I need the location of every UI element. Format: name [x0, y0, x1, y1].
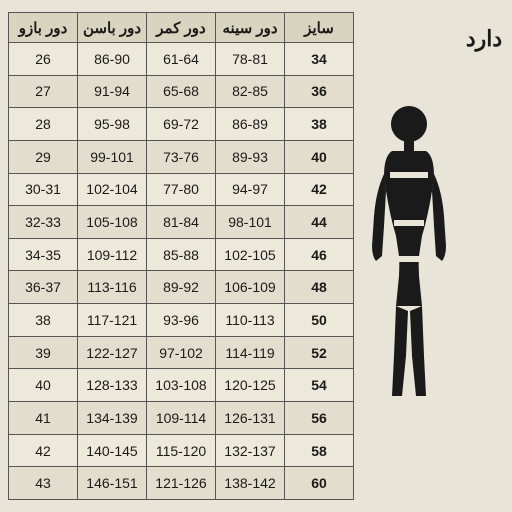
table-cell: 42 — [285, 173, 354, 206]
table-cell: 29 — [9, 140, 78, 173]
table-cell: 40 — [9, 369, 78, 402]
table-cell: 40 — [285, 140, 354, 173]
table-row: 4089-9373-7699-10129 — [9, 140, 354, 173]
table-cell: 98-101 — [216, 206, 285, 239]
table-cell: 140-145 — [78, 434, 147, 467]
table-cell: 50 — [285, 304, 354, 337]
table-cell: 114-119 — [216, 336, 285, 369]
size-table-area: سایزدور سینهدور کمردور باسندور بازو 3478… — [8, 12, 354, 500]
table-cell: 44 — [285, 206, 354, 239]
table-cell: 95-98 — [78, 108, 147, 141]
table-cell: 60 — [285, 467, 354, 500]
side-label-text: دارد — [466, 26, 502, 52]
table-cell: 109-114 — [147, 402, 216, 435]
table-cell: 39 — [9, 336, 78, 369]
table-cell: 126-131 — [216, 402, 285, 435]
table-cell: 97-102 — [147, 336, 216, 369]
table-cell: 58 — [285, 434, 354, 467]
table-header-row: سایزدور سینهدور کمردور باسندور بازو — [9, 13, 354, 43]
table-row: 50110-11393-96117-12138 — [9, 304, 354, 337]
table-cell: 115-120 — [147, 434, 216, 467]
table-cell: 89-93 — [216, 140, 285, 173]
table-body: 3478-8161-6486-90263682-8565-6891-942738… — [9, 43, 354, 500]
column-header: دور کمر — [147, 13, 216, 43]
table-row: 3886-8969-7295-9828 — [9, 108, 354, 141]
table-cell: 91-94 — [78, 75, 147, 108]
table-cell: 34 — [285, 43, 354, 76]
column-header: دور سینه — [216, 13, 285, 43]
table-cell: 38 — [285, 108, 354, 141]
table-cell: 34-35 — [9, 238, 78, 271]
table-row: 4294-9777-80102-10430-31 — [9, 173, 354, 206]
table-cell: 121-126 — [147, 467, 216, 500]
table-cell: 69-72 — [147, 108, 216, 141]
table-cell: 113-116 — [78, 271, 147, 304]
table-cell: 26 — [9, 43, 78, 76]
table-cell: 28 — [9, 108, 78, 141]
table-row: 3682-8565-6891-9427 — [9, 75, 354, 108]
silhouette-icon — [364, 96, 454, 416]
table-cell: 132-137 — [216, 434, 285, 467]
column-header: دور باسن — [78, 13, 147, 43]
side-label: دارد — [464, 12, 504, 500]
table-cell: 146-151 — [78, 467, 147, 500]
table-cell: 103-108 — [147, 369, 216, 402]
table-cell: 43 — [9, 467, 78, 500]
table-cell: 36-37 — [9, 271, 78, 304]
column-header: سایز — [285, 13, 354, 43]
table-row: 46102-10585-88109-11234-35 — [9, 238, 354, 271]
table-cell: 54 — [285, 369, 354, 402]
table-cell: 48 — [285, 271, 354, 304]
table-cell: 65-68 — [147, 75, 216, 108]
column-header: دور بازو — [9, 13, 78, 43]
table-row: 58132-137115-120140-14542 — [9, 434, 354, 467]
table-cell: 86-90 — [78, 43, 147, 76]
table-cell: 138-142 — [216, 467, 285, 500]
table-row: 3478-8161-6486-9026 — [9, 43, 354, 76]
table-cell: 61-64 — [147, 43, 216, 76]
table-cell: 122-127 — [78, 336, 147, 369]
table-cell: 42 — [9, 434, 78, 467]
table-cell: 81-84 — [147, 206, 216, 239]
page-container: دارد — [0, 0, 512, 512]
table-cell: 102-104 — [78, 173, 147, 206]
table-cell: 120-125 — [216, 369, 285, 402]
table-cell: 41 — [9, 402, 78, 435]
table-row: 52114-11997-102122-12739 — [9, 336, 354, 369]
table-cell: 117-121 — [78, 304, 147, 337]
table-row: 60138-142121-126146-15143 — [9, 467, 354, 500]
table-cell: 32-33 — [9, 206, 78, 239]
table-cell: 30-31 — [9, 173, 78, 206]
table-cell: 110-113 — [216, 304, 285, 337]
table-cell: 128-133 — [78, 369, 147, 402]
table-cell: 99-101 — [78, 140, 147, 173]
table-cell: 134-139 — [78, 402, 147, 435]
table-cell: 36 — [285, 75, 354, 108]
table-cell: 73-76 — [147, 140, 216, 173]
size-table: سایزدور سینهدور کمردور باسندور بازو 3478… — [8, 12, 354, 500]
table-cell: 56 — [285, 402, 354, 435]
table-cell: 109-112 — [78, 238, 147, 271]
table-row: 56126-131109-114134-13941 — [9, 402, 354, 435]
table-cell: 105-108 — [78, 206, 147, 239]
table-cell: 77-80 — [147, 173, 216, 206]
table-cell: 89-92 — [147, 271, 216, 304]
table-cell: 52 — [285, 336, 354, 369]
table-cell: 86-89 — [216, 108, 285, 141]
table-row: 48106-10989-92113-11636-37 — [9, 271, 354, 304]
body-figure — [364, 12, 454, 500]
table-cell: 46 — [285, 238, 354, 271]
table-row: 4498-10181-84105-10832-33 — [9, 206, 354, 239]
table-cell: 94-97 — [216, 173, 285, 206]
table-cell: 102-105 — [216, 238, 285, 271]
table-cell: 93-96 — [147, 304, 216, 337]
table-cell: 78-81 — [216, 43, 285, 76]
table-cell: 38 — [9, 304, 78, 337]
table-row: 54120-125103-108128-13340 — [9, 369, 354, 402]
table-cell: 106-109 — [216, 271, 285, 304]
table-cell: 85-88 — [147, 238, 216, 271]
table-cell: 82-85 — [216, 75, 285, 108]
table-cell: 27 — [9, 75, 78, 108]
